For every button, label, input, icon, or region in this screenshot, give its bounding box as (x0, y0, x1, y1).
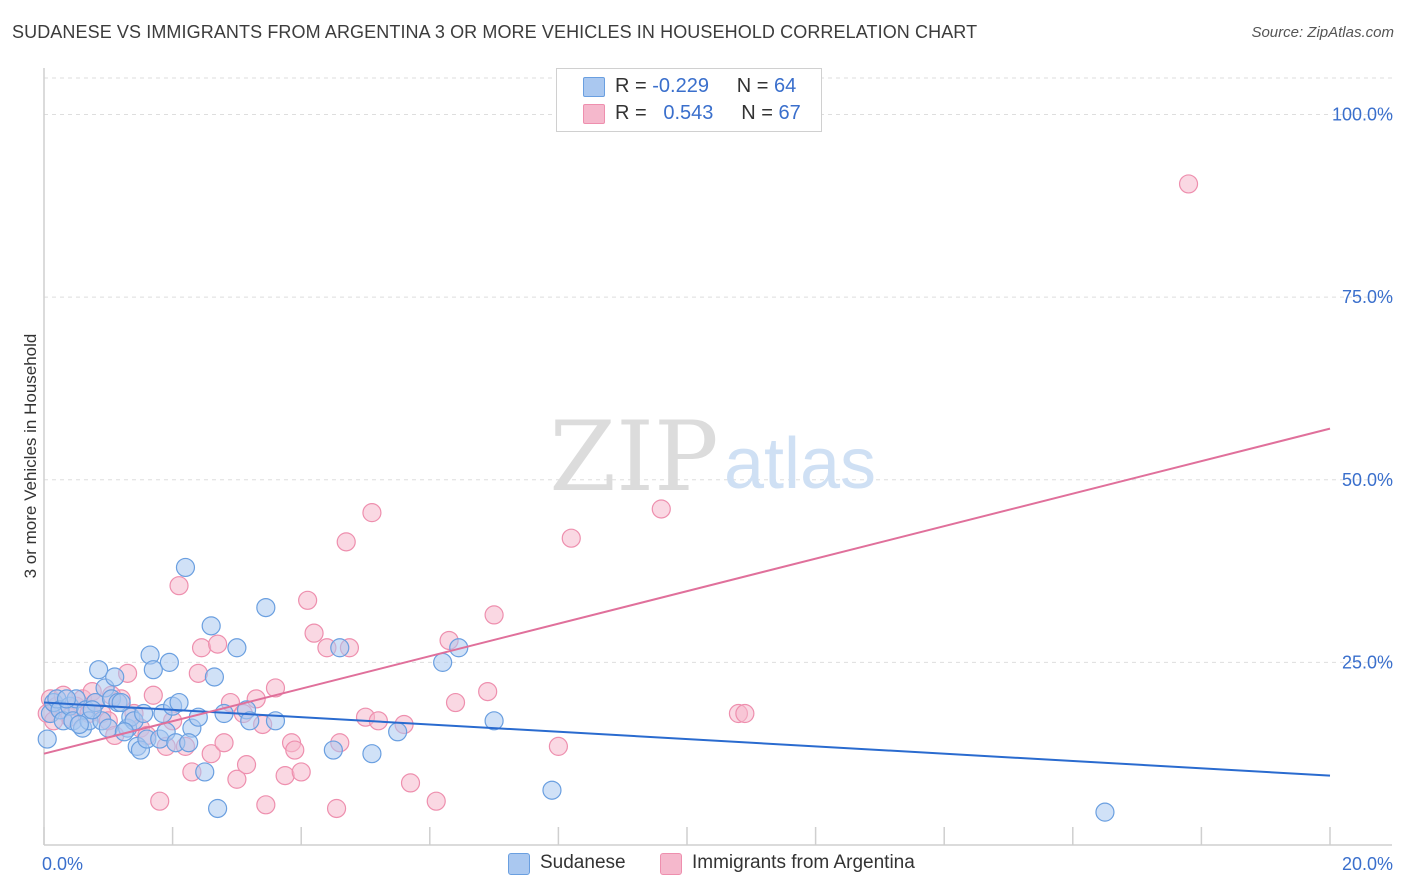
sudanese-point (201, 616, 221, 636)
x-tick-label: 20.0% (1342, 854, 1393, 874)
argentina-point (400, 773, 421, 793)
sudanese-trend-line (43, 701, 1331, 777)
sudanese-point (449, 638, 469, 658)
argentina-point (285, 740, 305, 760)
argentina-point (236, 755, 257, 775)
argentina-point (227, 769, 247, 789)
y-tick-label: 75.0% (1342, 287, 1393, 307)
sudanese-point (433, 652, 453, 672)
argentina-point (208, 634, 228, 654)
legend-text: R = -0.229 N = 64 (615, 75, 796, 98)
data-points (37, 174, 1199, 822)
argentina-point (336, 532, 356, 552)
grid-lines (44, 77, 1392, 663)
argentina-point (304, 623, 324, 643)
argentina-point (445, 692, 466, 713)
sudanese-point (323, 740, 343, 760)
sudanese-point (542, 780, 562, 800)
argentina-point (362, 503, 382, 523)
argentina-point (484, 605, 504, 625)
argentina-point (478, 681, 498, 702)
argentina-point (1178, 174, 1199, 194)
argentina-point (201, 744, 221, 764)
argentina-point (188, 663, 208, 683)
argentina-point (561, 528, 581, 548)
legend-text: R = 0.543 N = 67 (615, 102, 801, 125)
argentina-point (265, 678, 286, 698)
argentina-point (298, 590, 318, 610)
bottom-swatch-argentina (660, 853, 682, 875)
sudanese-point (179, 733, 199, 753)
bottom-swatch-sudanese (508, 853, 530, 875)
bottom-legend-label: Sudanese (540, 852, 626, 873)
argentina-point (548, 736, 569, 756)
r-label: R = (615, 102, 647, 124)
sudanese-point (330, 638, 350, 658)
sudanese-point (227, 638, 247, 658)
sudanese-point (159, 652, 179, 672)
argentina-point (169, 576, 189, 596)
sudanese-point (37, 729, 57, 749)
legend-swatch-argentina (583, 104, 605, 124)
argentina-trend-line (43, 427, 1331, 755)
n-value: 67 (778, 102, 801, 124)
r-label: R = (615, 75, 647, 97)
sudanese-point (89, 660, 109, 680)
y-axis-label: 3 or more Vehicles in Household (21, 334, 40, 579)
r-value: 0.543 (663, 102, 714, 124)
sudanese-point (195, 762, 215, 782)
tick-labels: 25.0% 50.0% 75.0% 100.0% 0.0% 20.0% (42, 105, 1393, 874)
sudanese-point (98, 718, 118, 738)
sudanese-point (256, 597, 276, 618)
sudanese-point (204, 667, 224, 687)
legend-swatch-sudanese (583, 77, 605, 97)
argentina-point (256, 795, 276, 815)
argentina-point (275, 766, 295, 786)
argentina-point (291, 762, 311, 782)
argentina-point (150, 791, 170, 811)
x-tick-label: 0.0% (42, 854, 83, 874)
y-tick-label: 25.0% (1342, 652, 1393, 672)
sudanese-point (143, 660, 163, 680)
argentina-point (426, 791, 446, 811)
y-tick-label: 100.0% (1332, 105, 1393, 125)
sudanese-point (82, 700, 102, 720)
sudanese-point (105, 667, 125, 687)
argentina-point (191, 638, 212, 658)
sudanese-point (208, 798, 228, 819)
sudanese-point (240, 711, 260, 731)
n-label: N = (736, 75, 769, 97)
source-label: Source: ZipAtlas.com (1251, 24, 1394, 41)
argentina-point (214, 733, 234, 753)
argentina-point (326, 798, 347, 819)
sudanese-point (388, 722, 408, 742)
sudanese-point (69, 714, 89, 735)
sudanese-point (56, 689, 77, 709)
argentina-point (651, 499, 671, 519)
sudanese-point (484, 711, 504, 731)
sudanese-point (169, 692, 189, 713)
argentina-point (735, 703, 755, 724)
argentina-point (143, 685, 163, 705)
r-value: -0.229 (652, 75, 709, 97)
n-label: N = (741, 102, 773, 124)
watermark-zip: ZIP (549, 401, 718, 513)
watermark-atlas: atlas (724, 424, 876, 504)
sudanese-point (175, 557, 196, 578)
correlation-legend: R = -0.229 N = 64 R = 0.543 N = 67 (556, 68, 822, 132)
sudanese-point (1095, 802, 1115, 822)
y-tick-label: 50.0% (1342, 470, 1393, 490)
chart-title: SUDANESE VS IMMIGRANTS FROM ARGENTINA 3 … (12, 22, 978, 42)
bottom-legend-label: Immigrants from Argentina (692, 852, 915, 873)
n-value: 64 (774, 75, 797, 97)
trend-lines (43, 427, 1331, 777)
sudanese-point (362, 744, 382, 764)
